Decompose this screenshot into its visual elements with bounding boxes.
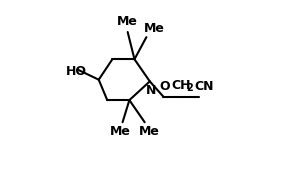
Text: Me: Me xyxy=(144,22,165,35)
Text: Me: Me xyxy=(110,125,131,138)
Text: 2: 2 xyxy=(186,83,193,93)
Text: CN: CN xyxy=(195,80,214,93)
Text: N: N xyxy=(145,84,156,97)
Text: HO: HO xyxy=(66,65,87,78)
Text: Me: Me xyxy=(138,125,159,138)
Text: O: O xyxy=(159,80,170,93)
Text: CH: CH xyxy=(171,79,191,92)
Text: Me: Me xyxy=(117,15,138,28)
